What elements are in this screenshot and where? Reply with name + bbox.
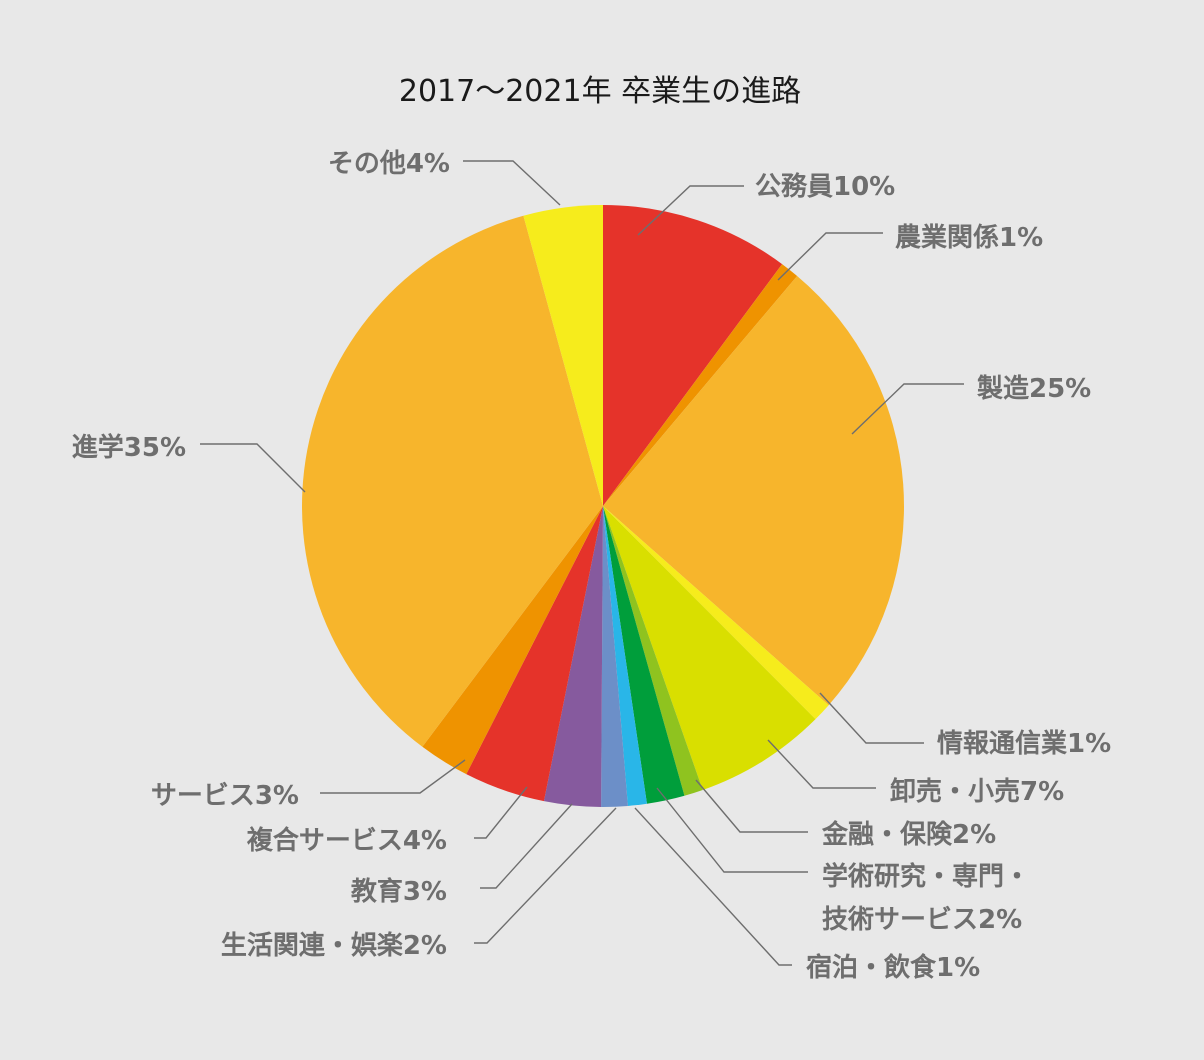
leader-line-13 <box>463 160 561 206</box>
slice-label-3: 情報通信業1% <box>937 729 1111 759</box>
leader-line-0 <box>637 185 744 236</box>
pie-slice-11 <box>422 506 603 775</box>
slice-label-10: 複合サービス4% <box>247 825 447 856</box>
slice-label-2: 製造25% <box>977 374 1091 404</box>
pie-slice-9 <box>543 506 603 807</box>
slice-label-5: 金融・保険2% <box>821 819 996 850</box>
pie-slice-7 <box>603 506 647 806</box>
slice-label-7: 宿泊・飲食1% <box>806 952 980 983</box>
leader-line-10 <box>474 786 528 839</box>
slice-labels: 公務員10%農業関係1% 製造25% 情報通信業1% 卸売・小売7% 金融・保険2% 学術… <box>72 149 1111 983</box>
leader-line-7 <box>634 807 792 966</box>
pie-slice-1 <box>603 264 798 506</box>
leader-line-11 <box>320 759 466 794</box>
slice-label-11: サービス3% <box>151 781 299 811</box>
leader-lines <box>200 160 964 966</box>
pie-slice-13 <box>523 205 603 506</box>
leader-line-4 <box>767 739 876 789</box>
pie-slice-5 <box>603 506 703 796</box>
pie-slice-4 <box>603 506 816 790</box>
pie-slice-3 <box>603 506 829 720</box>
pie-slice-8 <box>601 506 628 807</box>
leader-line-12 <box>200 443 306 493</box>
slice-label-9: 教育3% <box>351 876 447 907</box>
pie-slice-2 <box>603 275 904 706</box>
slice-label-6-line-0: 学術研究・専門・ <box>822 861 1030 892</box>
slice-label-1: 農業関係1% <box>895 223 1043 253</box>
leader-line-3 <box>819 692 924 744</box>
slice-label-6-line-1: 技術サービス2% <box>822 905 1022 935</box>
pie-slice-12 <box>302 215 603 747</box>
leader-line-6 <box>656 787 808 873</box>
leader-line-1 <box>777 232 883 281</box>
pie-slice-0 <box>603 204 783 506</box>
slice-label-0: 公務員10% <box>755 172 895 202</box>
slice-label-12: 進学35% <box>72 432 186 463</box>
leader-line-5 <box>695 779 808 833</box>
chart-title: 2017〜2021年 卒業生の進路 <box>399 74 801 109</box>
slice-label-8: 生活関連・娯楽2% <box>221 931 447 961</box>
pie-slices <box>302 204 904 807</box>
pie-slice-6 <box>603 506 685 804</box>
pie-slice-10 <box>466 506 603 802</box>
slice-label-4: 卸売・小売7% <box>890 776 1064 807</box>
leader-line-9 <box>480 803 573 889</box>
leader-line-2 <box>851 383 964 435</box>
slice-label-13: その他4% <box>328 149 450 179</box>
leader-line-8 <box>474 807 617 944</box>
